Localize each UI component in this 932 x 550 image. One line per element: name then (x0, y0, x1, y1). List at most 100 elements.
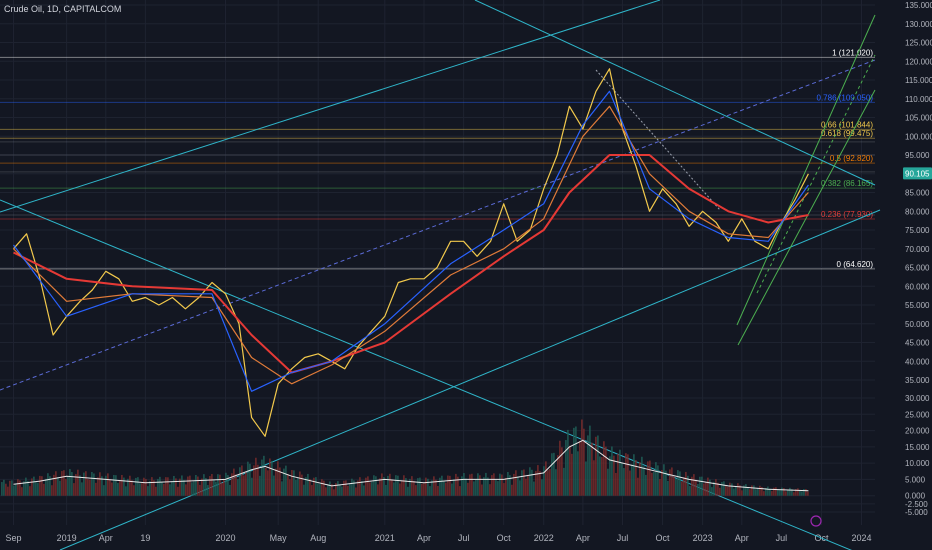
volume-bar (177, 486, 179, 496)
volume-bar (625, 453, 627, 496)
y-tick-label: 40.000 (905, 357, 930, 366)
current-price-label: 90.105 (905, 169, 930, 178)
volume-bar (549, 468, 551, 496)
y-tick-label: 35.000 (905, 376, 930, 385)
volume-bar (49, 476, 51, 496)
chart-title: Crude Oil, 1D, CAPITALCOM (4, 4, 122, 14)
volume-bar (613, 455, 615, 496)
volume-bar (339, 484, 341, 496)
volume-bar (353, 480, 355, 496)
volume-bar (717, 482, 719, 496)
volume-bar (799, 490, 801, 496)
volume-bar (745, 484, 747, 496)
volume-bar (291, 470, 293, 496)
volume-bar (561, 447, 563, 496)
volume-bar (267, 470, 269, 496)
trend-line (0, 199, 853, 550)
volume-bar (503, 483, 505, 496)
volume-bar (227, 475, 229, 496)
volume-bar (515, 470, 517, 496)
current-price-badge (903, 167, 932, 180)
volume-bar (439, 477, 441, 496)
volume-bar (645, 474, 647, 496)
volume-bar (17, 479, 19, 496)
volume-bar (169, 484, 171, 496)
volume-bar (477, 473, 479, 496)
fib-level-label: 0.382 (86.165) (821, 179, 873, 188)
volume-bar (455, 473, 457, 496)
volume-bar (45, 478, 47, 496)
volume-bar (513, 473, 515, 496)
volume-bar (573, 427, 575, 496)
volume-bar (673, 476, 675, 496)
volume-bar (317, 483, 319, 496)
volume-bar (399, 483, 401, 496)
volume-bar (69, 469, 71, 496)
volume-bar (447, 475, 449, 496)
volume-bar (701, 476, 703, 496)
volume-bar (115, 475, 117, 496)
volume-bar (777, 489, 779, 496)
volume-bar (143, 477, 145, 496)
volume-bar (151, 477, 153, 496)
volume-bar (643, 466, 645, 496)
fib-level-label: 1 (121.020) (832, 48, 873, 57)
volume-bar (269, 458, 271, 496)
volume-bar (371, 481, 373, 496)
volume-bar (591, 442, 593, 496)
volume-bar (519, 480, 521, 496)
volume-bars (1, 419, 809, 496)
x-tick-label: Apr (99, 533, 113, 543)
fib-level-label: 0.236 (77.930) (821, 210, 873, 219)
volume-bar (475, 479, 477, 496)
volume-bar (601, 456, 603, 496)
volume-bar (43, 483, 45, 496)
volume-bar (647, 461, 649, 496)
volume-bar (55, 471, 57, 496)
volume-bar (481, 484, 483, 496)
volume-bar (203, 474, 205, 496)
volume-bar (235, 474, 237, 496)
volume-bar (345, 480, 347, 496)
volume-bar (381, 473, 383, 496)
volume-bar (211, 474, 213, 496)
volume-bar (185, 484, 187, 496)
volume-bar (765, 487, 767, 496)
volume-bar (379, 478, 381, 496)
volume-bar (21, 487, 23, 496)
volume-bar (213, 480, 215, 496)
volume-bar (541, 479, 543, 496)
volume-bar (657, 465, 659, 496)
volume-bar (775, 487, 777, 496)
volume-bar (103, 485, 105, 496)
volume-bar (293, 470, 295, 496)
volume-bar (421, 483, 423, 496)
volume-bar (247, 461, 249, 496)
volume-bar (271, 460, 273, 496)
volume-bar (559, 440, 561, 496)
volume-bar (585, 461, 587, 496)
volume-bar (197, 476, 199, 496)
volume-bar (101, 476, 103, 496)
volume-bar (495, 480, 497, 496)
volume-bar (11, 480, 13, 496)
volume-bar (7, 486, 9, 496)
volume-bar (67, 476, 69, 496)
volume-bar (713, 481, 715, 496)
volume-bar (389, 473, 391, 496)
volume-bar (175, 478, 177, 496)
volume-bar (373, 475, 375, 496)
y-tick-label: 15.000 (905, 443, 930, 452)
alert-marker-icon[interactable] (810, 515, 822, 527)
volume-bar (243, 475, 245, 496)
volume-bar (403, 475, 405, 496)
y-tick-label: 45.000 (905, 339, 930, 348)
volume-bar (735, 485, 737, 496)
volume-bar (335, 483, 337, 496)
volume-bar (487, 477, 489, 496)
volume-bar (77, 469, 79, 496)
volume-bar (255, 457, 257, 496)
volume-bar (769, 488, 771, 496)
